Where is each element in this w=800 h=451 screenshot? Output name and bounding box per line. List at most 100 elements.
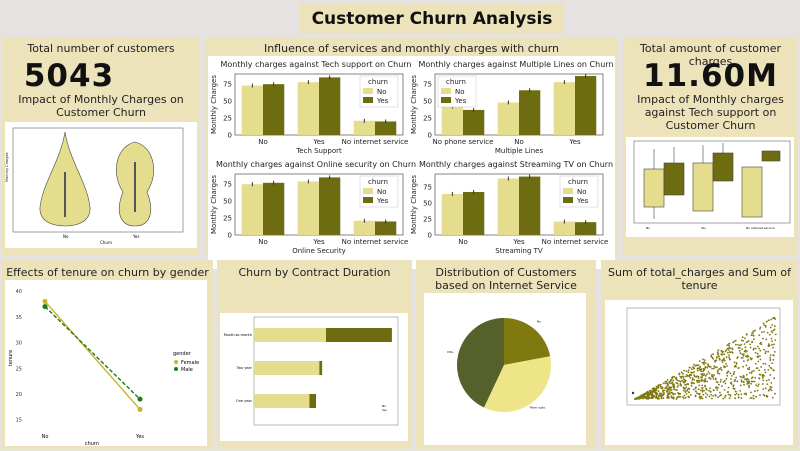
sc-point <box>773 316 776 319</box>
sc-point <box>699 379 701 382</box>
internet-area: No Fiber optic DSL <box>424 293 586 445</box>
sc-point <box>752 369 755 372</box>
sc-point <box>750 391 752 394</box>
sc-point <box>759 349 762 352</box>
tg-point <box>137 406 143 412</box>
sc-point <box>724 382 727 385</box>
sc-point <box>687 383 690 386</box>
sc-point <box>752 394 755 397</box>
streaming_tv-legend-swatch <box>563 188 573 194</box>
sc-point <box>708 365 711 368</box>
streaming_tv-legend-swatch <box>563 197 573 203</box>
ct-bar <box>254 394 310 408</box>
sc-point <box>754 390 756 393</box>
sc-point <box>688 396 690 398</box>
sc-point <box>749 357 752 359</box>
online_security-title: Monthly charges against Online security … <box>216 160 416 169</box>
online_security-ytick: 50 <box>223 198 232 206</box>
sc-point <box>750 380 753 383</box>
sc-point <box>723 396 726 399</box>
streaming_tv-xlabel: Streaming TV <box>495 247 543 255</box>
sc-point <box>770 318 773 321</box>
sc-point <box>774 339 777 341</box>
sc-point <box>752 330 755 333</box>
sc-point <box>756 367 759 369</box>
sc-point <box>660 394 662 397</box>
sc-point <box>667 384 669 387</box>
sc-point <box>747 378 750 381</box>
sc-point <box>752 334 754 336</box>
sc-point <box>727 349 730 351</box>
internet-card: Distribution of Customers based on Inter… <box>416 260 596 449</box>
sc-point <box>676 386 679 388</box>
sc-point <box>682 378 685 380</box>
sc-point <box>745 393 747 396</box>
sc-point <box>718 383 720 386</box>
sc-point <box>770 386 773 389</box>
sc-point <box>751 340 753 343</box>
sc-point <box>712 395 714 397</box>
online_security-bar <box>375 221 397 235</box>
sc-point <box>762 379 765 382</box>
sc-point <box>725 356 728 358</box>
streaming_tv-title: Monthly charges against Streaming TV on … <box>419 160 613 169</box>
sc-point <box>722 397 725 400</box>
sc-frame <box>626 307 781 406</box>
ct-legend-yes: Yes <box>382 408 387 412</box>
sc-point <box>772 358 775 361</box>
streaming_tv-legend-title: churn <box>568 178 588 186</box>
page-title: Customer Churn Analysis <box>300 3 564 34</box>
sc-point <box>723 357 726 360</box>
sc-point <box>727 343 730 345</box>
sc-point <box>682 386 685 389</box>
sc-point <box>678 373 681 376</box>
sc-point <box>668 393 671 395</box>
sc-point <box>753 380 756 383</box>
sc-point <box>729 382 732 385</box>
tech_support-bar <box>297 82 319 135</box>
sc-point <box>701 397 704 400</box>
sc-point <box>757 360 760 363</box>
sc-point <box>696 367 699 370</box>
streaming_tv-bar <box>441 193 463 235</box>
sc-point <box>746 368 749 370</box>
sc-point <box>732 341 735 344</box>
multiple_lines-bar <box>441 106 463 135</box>
sc-point <box>756 352 759 355</box>
sc-point <box>752 397 755 400</box>
sc-point <box>772 329 775 332</box>
sc-point <box>700 376 703 379</box>
online_security-ylabel: Monthly Charges <box>210 175 218 234</box>
sc-point <box>708 376 711 379</box>
sc-point <box>728 346 731 349</box>
sc-point <box>666 379 669 381</box>
sc-point <box>742 339 744 342</box>
charges-kpi-value: 11.60M <box>643 58 778 94</box>
sc-point <box>747 355 750 358</box>
sc-point <box>653 391 656 393</box>
sc-point <box>724 394 727 397</box>
sc-point <box>727 370 730 373</box>
sc-point <box>661 389 664 392</box>
sc-point <box>758 377 760 379</box>
sc-point <box>659 383 662 386</box>
sc-point <box>685 374 688 376</box>
sc-point <box>727 386 730 389</box>
tg-ytick: 35 <box>16 315 22 321</box>
sc-point <box>670 389 673 391</box>
sc-point <box>718 373 721 375</box>
sc-point <box>739 375 742 378</box>
sc-point <box>697 377 700 379</box>
sc-point <box>673 383 675 386</box>
sc-point <box>728 356 730 359</box>
sc-point <box>717 396 719 399</box>
sc-point <box>773 351 776 353</box>
multiple_lines-legend-swatch <box>441 97 451 103</box>
sc-point <box>766 331 769 334</box>
sc-point <box>740 357 743 359</box>
sc-point <box>737 367 740 369</box>
tg-point <box>42 298 48 304</box>
sc-point <box>758 347 760 350</box>
sc-point <box>765 379 768 382</box>
customers-kpi-value: 5043 <box>23 58 115 94</box>
